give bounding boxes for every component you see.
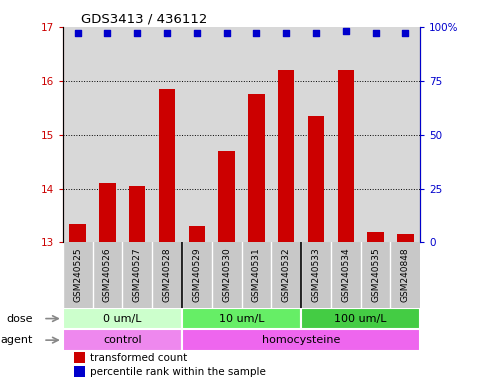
Bar — [182, 329, 420, 351]
Bar — [248, 94, 265, 242]
Point — [253, 30, 260, 36]
Text: 100 um/L: 100 um/L — [334, 314, 387, 324]
Bar — [308, 116, 324, 242]
Bar — [338, 70, 354, 242]
Text: GSM240531: GSM240531 — [252, 248, 261, 302]
Text: GSM240535: GSM240535 — [371, 248, 380, 302]
Text: GSM240848: GSM240848 — [401, 248, 410, 302]
Point — [372, 30, 380, 36]
Text: GSM240529: GSM240529 — [192, 248, 201, 302]
Bar — [397, 234, 413, 242]
Bar — [129, 186, 145, 242]
Text: GSM240530: GSM240530 — [222, 248, 231, 302]
Text: GSM240533: GSM240533 — [312, 248, 320, 302]
Point — [312, 30, 320, 36]
Bar — [301, 308, 420, 329]
Point — [163, 30, 171, 36]
Text: GDS3413 / 436112: GDS3413 / 436112 — [81, 13, 207, 26]
Bar — [70, 223, 86, 242]
Point — [193, 30, 201, 36]
Text: control: control — [103, 335, 142, 345]
Bar — [99, 183, 115, 242]
Text: GSM240526: GSM240526 — [103, 248, 112, 302]
Bar — [159, 89, 175, 242]
Point — [104, 30, 112, 36]
Point — [74, 30, 82, 36]
Bar — [278, 70, 294, 242]
Text: GSM240534: GSM240534 — [341, 248, 350, 302]
Text: transformed count: transformed count — [90, 353, 187, 362]
Text: GSM240527: GSM240527 — [133, 248, 142, 302]
Bar — [63, 308, 182, 329]
Text: GSM240525: GSM240525 — [73, 248, 82, 302]
Text: dose: dose — [6, 314, 32, 324]
Bar — [73, 366, 85, 377]
Bar — [63, 329, 182, 351]
Point — [133, 30, 141, 36]
Text: agent: agent — [0, 335, 32, 345]
Point — [282, 30, 290, 36]
Text: GSM240532: GSM240532 — [282, 248, 291, 302]
Bar — [218, 151, 235, 242]
Point — [342, 28, 350, 34]
Point — [401, 30, 409, 36]
Bar — [182, 308, 301, 329]
Bar — [73, 352, 85, 363]
Text: 10 um/L: 10 um/L — [219, 314, 264, 324]
Text: GSM240528: GSM240528 — [163, 248, 171, 302]
Text: 0 um/L: 0 um/L — [103, 314, 142, 324]
Point — [223, 30, 230, 36]
Text: percentile rank within the sample: percentile rank within the sample — [90, 367, 266, 377]
Bar — [189, 226, 205, 242]
Bar — [368, 232, 384, 242]
Text: homocysteine: homocysteine — [262, 335, 340, 345]
